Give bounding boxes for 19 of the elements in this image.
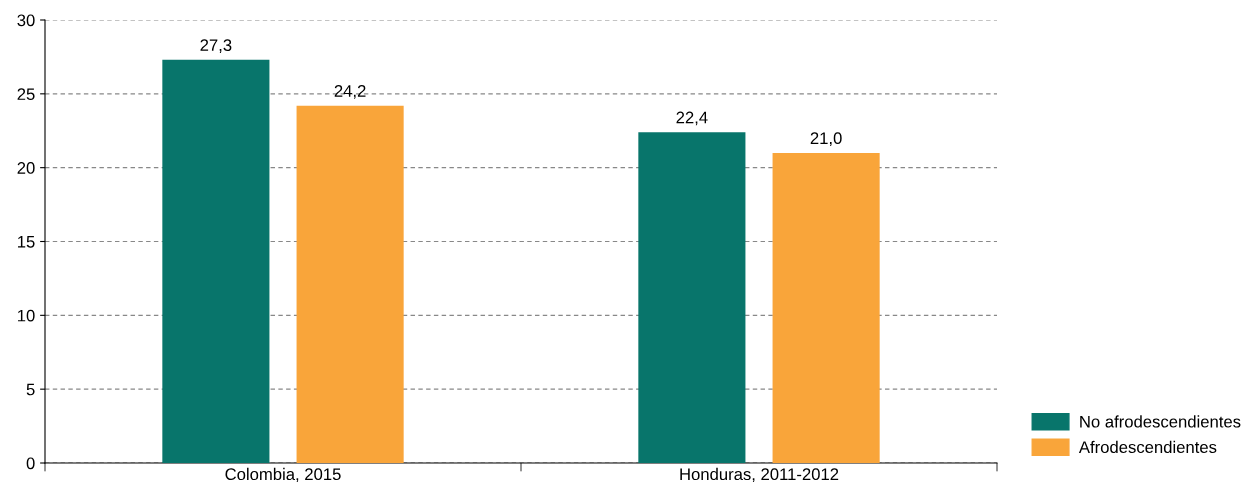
- y-tick-label: 20: [17, 162, 35, 174]
- y-tick-label: 30: [17, 14, 35, 27]
- legend-label: No afrodescendientes: [1080, 415, 1241, 428]
- bar: [162, 59, 270, 463]
- y-tick-label: 5: [26, 383, 35, 396]
- data-label: 24,2: [334, 84, 366, 99]
- data-label: 27,3: [200, 39, 232, 53]
- bar: [296, 105, 404, 463]
- x-tick-label: Honduras, 2011-2012: [680, 467, 839, 483]
- y-tick-label: 10: [18, 309, 35, 322]
- y-tick-label: 15: [18, 236, 35, 248]
- bar: [772, 152, 880, 463]
- bar: [638, 132, 746, 463]
- data-label: 22,4: [676, 111, 708, 126]
- legend-label: Afrodescendientes: [1078, 440, 1217, 454]
- y-tick-label: 25: [17, 88, 35, 101]
- y-tick-label: 0: [26, 457, 35, 470]
- x-tick-label: Colombia, 2015: [225, 467, 341, 483]
- data-label: 21,0: [810, 132, 842, 147]
